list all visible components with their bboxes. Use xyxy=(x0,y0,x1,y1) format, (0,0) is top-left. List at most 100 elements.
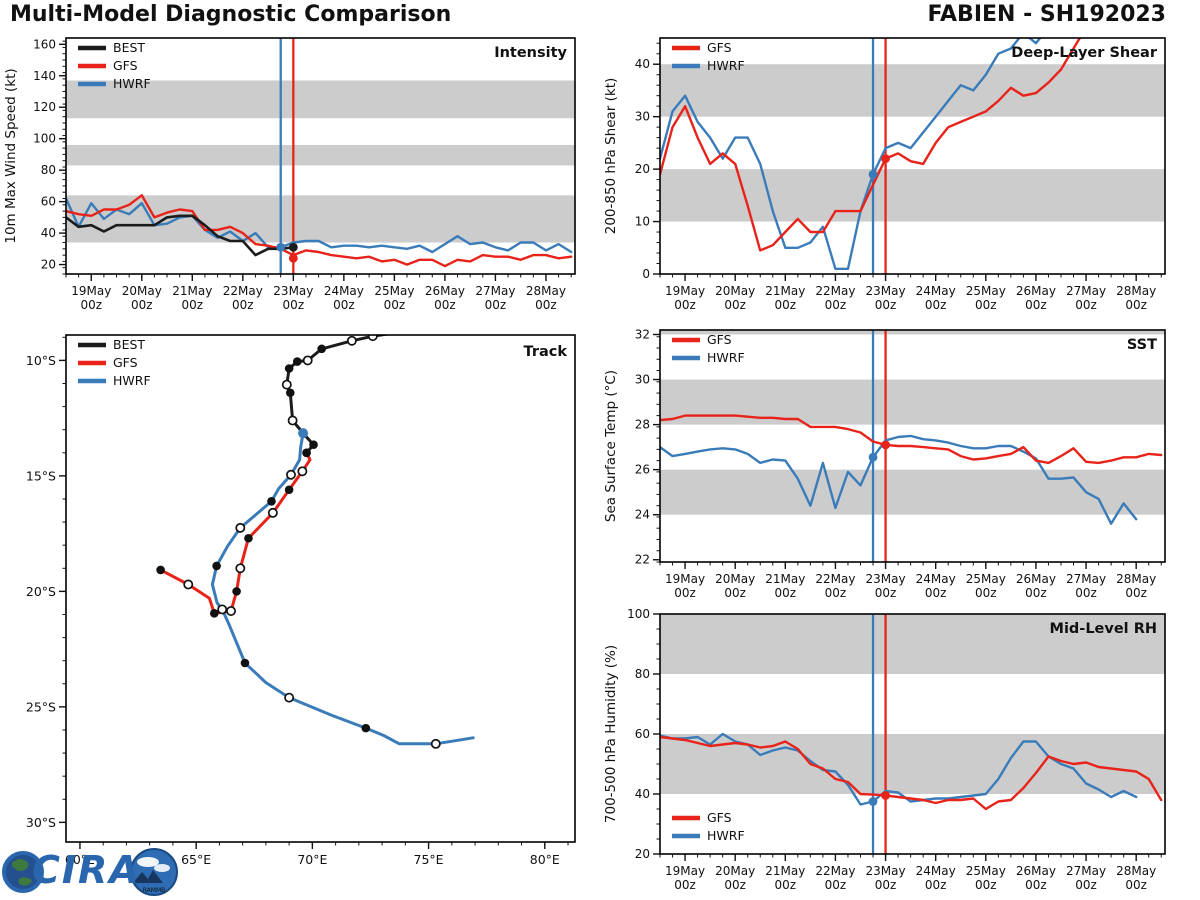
y-axis: 10°S 15°S 20°S 25°S 30°S xyxy=(26,336,66,830)
x-tick-label: 23May xyxy=(866,572,906,586)
x-tick-sublabel: 00z xyxy=(1025,298,1047,312)
track-fix-open xyxy=(302,355,313,366)
x-tick-sublabel: 00z xyxy=(485,298,507,312)
series-gfs xyxy=(660,414,1163,465)
x-tick-label: 20May xyxy=(122,284,162,298)
x-tick-sublabel: 00z xyxy=(825,878,847,892)
model-init-lines xyxy=(871,614,887,854)
shear-panel-root: 19May00z20May00z21May00z22May00z23May00z… xyxy=(603,37,1166,312)
x-axis: 19May00z20May00z21May00z22May00z23May00z… xyxy=(659,274,1162,312)
track-fix-open xyxy=(367,335,378,342)
track-fix-open xyxy=(267,507,278,518)
x-tick-sublabel: 00z xyxy=(1125,586,1147,600)
lon-tick-label: 75°E xyxy=(414,852,444,867)
init-dot-hwrf xyxy=(868,452,878,462)
x-tick-label: 21May xyxy=(765,864,805,878)
track-fix-filled xyxy=(284,364,294,373)
track-fix-filled xyxy=(361,723,371,733)
series-hwrf xyxy=(660,434,1138,525)
track-fix-filled xyxy=(267,497,276,506)
init-dot-gfs xyxy=(881,154,890,164)
storm-id: FABIEN - SH192023 xyxy=(927,2,1166,27)
x-tick-label: 28May xyxy=(1116,864,1156,878)
x-tick-label: 27May xyxy=(1066,572,1106,586)
series-group xyxy=(660,38,1082,270)
x-tick-sublabel: 00z xyxy=(232,298,254,312)
x-tick-label: 21May xyxy=(765,284,805,298)
x-tick-label: 25May xyxy=(966,864,1006,878)
x-tick-label: 25May xyxy=(966,284,1006,298)
track-fix-open xyxy=(297,466,308,477)
y-tick-label: 30 xyxy=(635,110,650,124)
intensity-panel-root: 19May00z20May00z21May00z22May00z23May00z… xyxy=(3,37,576,312)
track-panel-root: 60°E 65°E 70°E 75°E 80°E 10°S 15°S 20°S 25°S 30°S… xyxy=(26,334,576,867)
x-tick-sublabel: 00z xyxy=(182,298,204,312)
y-tick-label: 20 xyxy=(635,847,650,861)
x-tick-sublabel: 00z xyxy=(333,298,355,312)
y-tick-label: 80 xyxy=(635,667,650,681)
x-tick-sublabel: 00z xyxy=(384,298,406,312)
y-tick-label: 100 xyxy=(33,132,56,146)
x-axis: 60°E 65°E 70°E 75°E 80°E xyxy=(65,842,569,867)
track-fix-open xyxy=(235,522,246,533)
track-fix-filled xyxy=(285,388,295,398)
track-fix-filled xyxy=(284,485,294,495)
x-tick-label: 19May xyxy=(665,864,705,878)
track-fix-open xyxy=(217,604,228,615)
category-bands xyxy=(660,614,1165,794)
x-tick-label: 21May xyxy=(172,284,212,298)
legend-label-gfs: GFS xyxy=(707,810,732,825)
x-tick-sublabel: 00z xyxy=(875,298,897,312)
series-hwrf xyxy=(66,197,573,254)
track-fix-filled xyxy=(156,565,165,575)
x-tick-label: 20May xyxy=(715,572,755,586)
category-bands xyxy=(660,64,1165,222)
x-tick-sublabel: 00z xyxy=(1025,878,1047,892)
lon-tick-label: 70°E xyxy=(297,852,327,867)
series-group xyxy=(660,732,1163,811)
init-dot-gfs xyxy=(288,253,298,263)
panel-title: Deep-Layer Shear xyxy=(1011,45,1158,61)
y-tick-label: 60 xyxy=(41,195,56,209)
x-axis: 19May00z20May00z21May00z22May00z23May00z… xyxy=(659,854,1162,892)
track-fix-open xyxy=(284,692,295,703)
plot-frame xyxy=(65,334,576,843)
init-dot-gfs xyxy=(881,791,890,800)
lat-tick-label: 15°S xyxy=(26,468,56,483)
track-fix-filled xyxy=(309,440,318,450)
track-chart: 60°E 65°E 70°E 75°E 80°E 10°S 15°S 20°S 25°S 30°S… xyxy=(26,334,576,867)
x-tick-sublabel: 00z xyxy=(775,298,797,312)
y-axis: 22 24 26 28 30 32 xyxy=(635,328,660,567)
rammb-text: RAMMB xyxy=(143,887,166,894)
x-axis: 19May00z20May00z21May00z22May00z23May00z… xyxy=(659,562,1162,600)
y-tick-label: 24 xyxy=(635,508,650,522)
x-tick-label: 28May xyxy=(526,284,566,298)
y-tick-label: 22 xyxy=(635,553,650,567)
track-fix-open xyxy=(281,379,292,390)
legend: BEST GFS HWRF xyxy=(78,40,151,91)
x-tick-label: 26May xyxy=(1016,864,1056,878)
init-dot-hwrf xyxy=(868,169,878,179)
x-tick-sublabel: 00z xyxy=(875,878,897,892)
x-tick-label: 19May xyxy=(71,284,111,298)
track-fix-filled xyxy=(232,587,241,596)
lat-tick-label: 30°S xyxy=(26,815,56,830)
y-tick-label: 160 xyxy=(33,37,56,51)
x-tick-label: 24May xyxy=(916,284,956,298)
rh-panel-root: 19May00z20May00z21May00z22May00z23May00z… xyxy=(603,607,1166,892)
track-fix-open xyxy=(226,606,236,616)
x-tick-label: 22May xyxy=(815,284,855,298)
track-lines xyxy=(159,335,475,746)
plot-frame xyxy=(659,329,1166,563)
track-fix-filled xyxy=(317,344,326,354)
x-tick-sublabel: 00z xyxy=(925,878,947,892)
y-tick-label: 20 xyxy=(635,162,650,176)
legend-label-best: BEST xyxy=(113,337,145,352)
track-fix-filled xyxy=(240,658,250,668)
x-tick-label: 20May xyxy=(715,864,755,878)
x-tick-sublabel: 00z xyxy=(1075,298,1097,312)
x-tick-sublabel: 00z xyxy=(674,878,696,892)
model-init-lines xyxy=(279,38,295,274)
y-axis: 0 10 20 30 40 xyxy=(635,42,660,281)
x-tick-label: 19May xyxy=(665,572,705,586)
